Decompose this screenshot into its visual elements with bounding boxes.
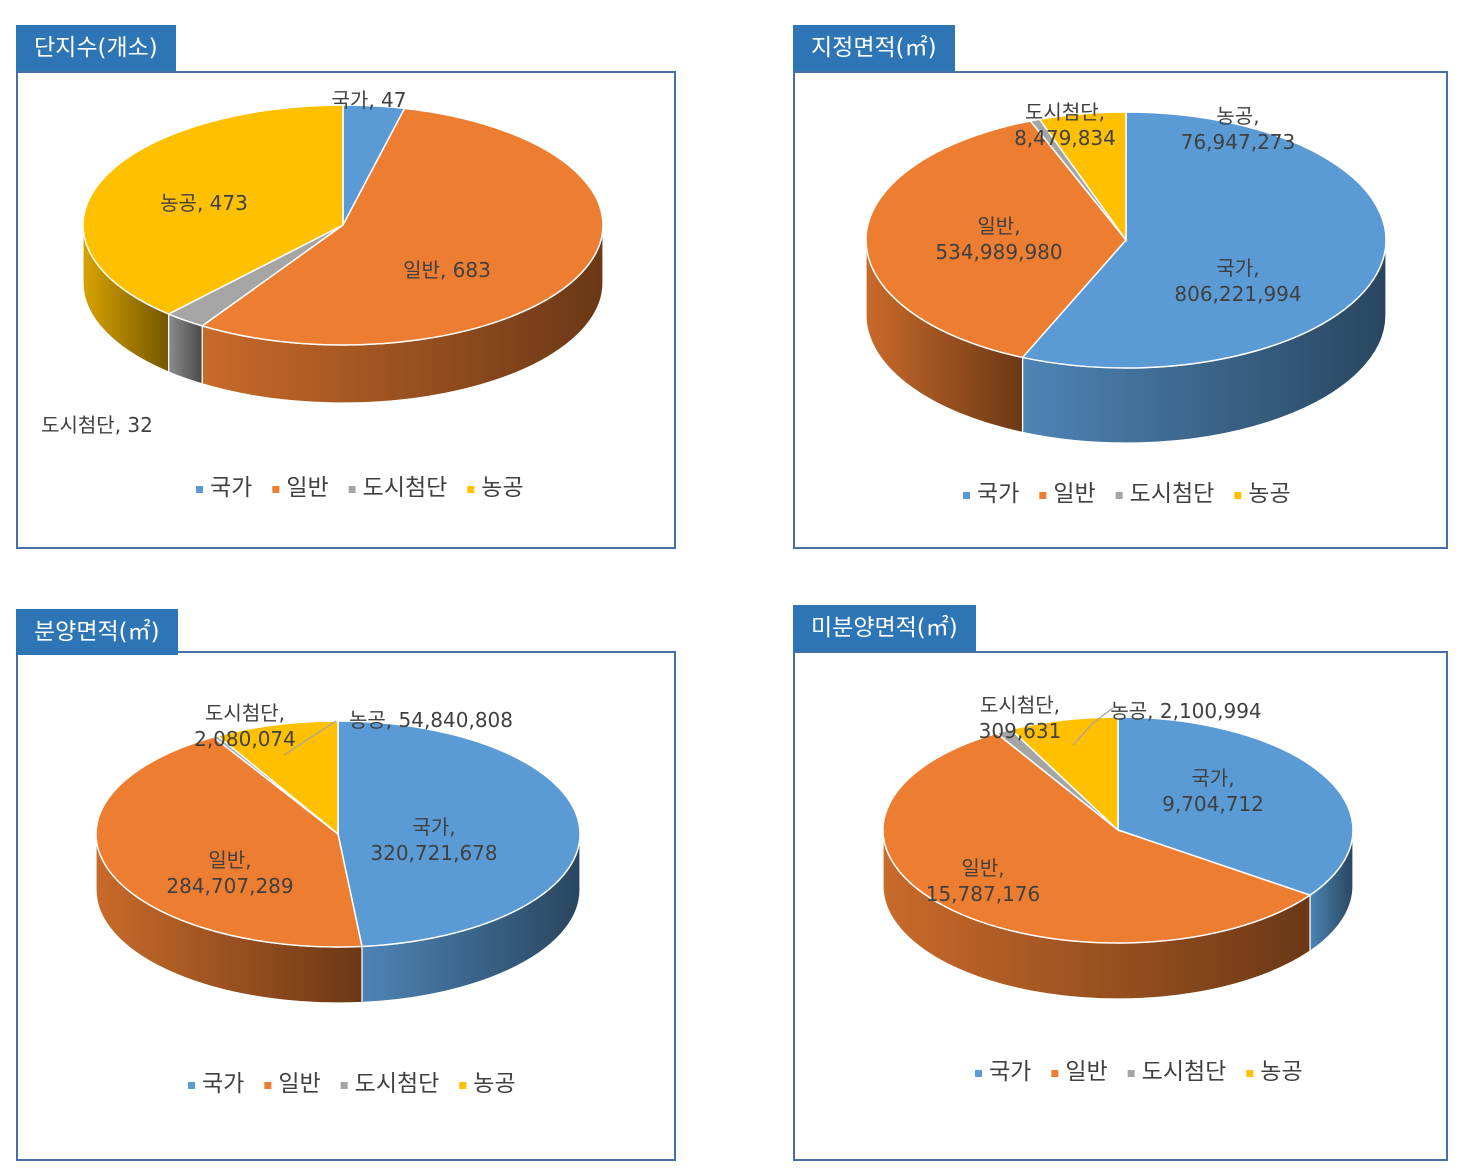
chart-panel-지정면적: 지정면적(㎡) 국가, 806,221,994 일반, 534,989,980 도시첨단… (793, 25, 1448, 550)
legend-label-농공: 농공 (1248, 481, 1290, 507)
legend-label-농공: 농공 (1260, 1059, 1302, 1085)
data-label-농공: 농공, 473 (160, 191, 248, 215)
legend-swatch-국가 (188, 1082, 195, 1089)
legend-label-국가: 국가 (202, 1071, 244, 1097)
pie-slice-농공 (1009, 716, 1119, 832)
legend-swatch-도시첨단 (1115, 492, 1123, 499)
legend-label-농공: 농공 (481, 475, 523, 501)
chart-panel-분양면적: 분양면적(㎡) 국가, 320,721,678 일반, 284,707,289 도시첨단… (16, 609, 676, 1161)
pie-slice-일반 (95, 736, 363, 948)
legend: 국가 일반 도시첨단 농공 (963, 481, 1291, 507)
legend-label-일반: 일반 (1053, 481, 1095, 507)
legend-swatch-농공 (1234, 492, 1242, 499)
data-label-국가: 국가, 320,721,678 (370, 815, 497, 865)
legend: 국가 일반 도시첨단 농공 (975, 1059, 1303, 1085)
legend-swatch-농공 (1246, 1070, 1254, 1077)
legend-swatch-도시첨단 (348, 486, 356, 493)
data-label-국가: 국가, 806,221,994 (1174, 256, 1301, 306)
legend-swatch-일반 (1051, 1070, 1059, 1077)
data-label-도시첨단: 도시첨단, 8,479,834 (1014, 100, 1116, 150)
pie-slice-국가 (337, 720, 581, 948)
legend-label-일반: 일반 (286, 475, 328, 501)
legend-swatch-농공 (459, 1082, 467, 1089)
legend: 국가 일반 도시첨단 농공 (188, 1071, 516, 1097)
pie-chart: 국가, 9,704,712 일반, 15,787,176 도시첨단, 309,631 농공,… (882, 693, 1354, 1085)
chart-panel-미분양면적: 미분양면적(㎡) 국가, 9,704,712 일반, 15,787,176 도시첨단, 3… (793, 605, 1448, 1161)
pie-chart: 국가, 806,221,994 일반, 534,989,980 도시첨단, 8,479,8… (865, 100, 1387, 507)
legend-label-도시첨단: 도시첨단 (355, 1071, 440, 1097)
legend-label-국가: 국가 (977, 481, 1019, 507)
chart-title: 단지수(개소) (16, 25, 176, 71)
legend-swatch-도시첨단 (1127, 1070, 1135, 1077)
chart-panel-단지수: 단지수(개소) 국가, 47 일반, 683 도시첨단, 32 농공, 473 국가 일반… (16, 25, 676, 550)
pie-slice-일반 (882, 732, 1312, 944)
pie-slice-농공 (216, 720, 339, 836)
legend-label-일반: 일반 (1065, 1059, 1107, 1085)
pie-slice-일반 (200, 107, 604, 346)
leader-line (283, 720, 337, 756)
legend-label-도시첨단: 도시첨단 (363, 475, 448, 501)
legend-swatch-일반 (264, 1082, 272, 1089)
chart-title: 지정면적(㎡) (793, 25, 955, 71)
legend-label-도시첨단: 도시첨단 (1142, 1059, 1227, 1085)
chart-title: 미분양면적(㎡) (793, 605, 976, 651)
data-label-일반: 일반, 284,707,289 (166, 848, 293, 898)
legend-label-도시첨단: 도시첨단 (1130, 481, 1215, 507)
legend-swatch-도시첨단 (340, 1082, 348, 1089)
data-label-국가: 국가, 9,704,712 (1162, 766, 1264, 816)
data-label-일반: 일반, 15,787,176 (926, 856, 1041, 906)
pie-slice-농공 (1038, 111, 1127, 243)
data-label-농공: 농공, 76,947,273 (1181, 104, 1296, 154)
data-label-도시첨단: 도시첨단, 309,631 (979, 693, 1062, 743)
pie-slice-농공 (82, 104, 344, 315)
legend-label-일반: 일반 (278, 1071, 320, 1097)
data-label-도시첨단: 도시첨단, 32 (41, 413, 153, 437)
pie-slice-국가 (1117, 716, 1354, 896)
legend-label-국가: 국가 (210, 475, 252, 501)
legend-label-국가: 국가 (989, 1059, 1031, 1085)
data-label-농공: 농공, 54,840,808 (349, 708, 513, 732)
chart-title: 분양면적(㎡) (16, 609, 178, 655)
data-label-일반: 일반, 683 (403, 258, 491, 282)
pie-chart: 국가, 47 일반, 683 도시첨단, 32 농공, 473 국가 일반 도시첨단 농공 (41, 88, 604, 501)
legend-swatch-일반 (272, 486, 280, 493)
legend-label-농공: 농공 (473, 1071, 515, 1097)
data-label-국가: 국가, 47 (332, 88, 407, 112)
legend-swatch-일반 (1039, 492, 1047, 499)
leader-line (1072, 707, 1114, 746)
data-label-도시첨단: 도시첨단, 2,080,074 (194, 701, 296, 751)
legend-swatch-국가 (975, 1070, 982, 1077)
pie-slice-국가 (1021, 111, 1387, 369)
legend: 국가 일반 도시첨단 농공 (196, 475, 524, 501)
legend-swatch-국가 (196, 486, 203, 493)
legend-swatch-국가 (963, 492, 970, 499)
legend-swatch-농공 (467, 486, 475, 493)
pie-slice-일반 (865, 120, 1127, 359)
pie-chart: 국가, 320,721,678 일반, 284,707,289 도시첨단, 2,080,0… (95, 701, 581, 1097)
data-label-농공: 농공, 2,100,994 (1110, 699, 1261, 723)
data-label-일반: 일반, 534,989,980 (935, 214, 1062, 264)
